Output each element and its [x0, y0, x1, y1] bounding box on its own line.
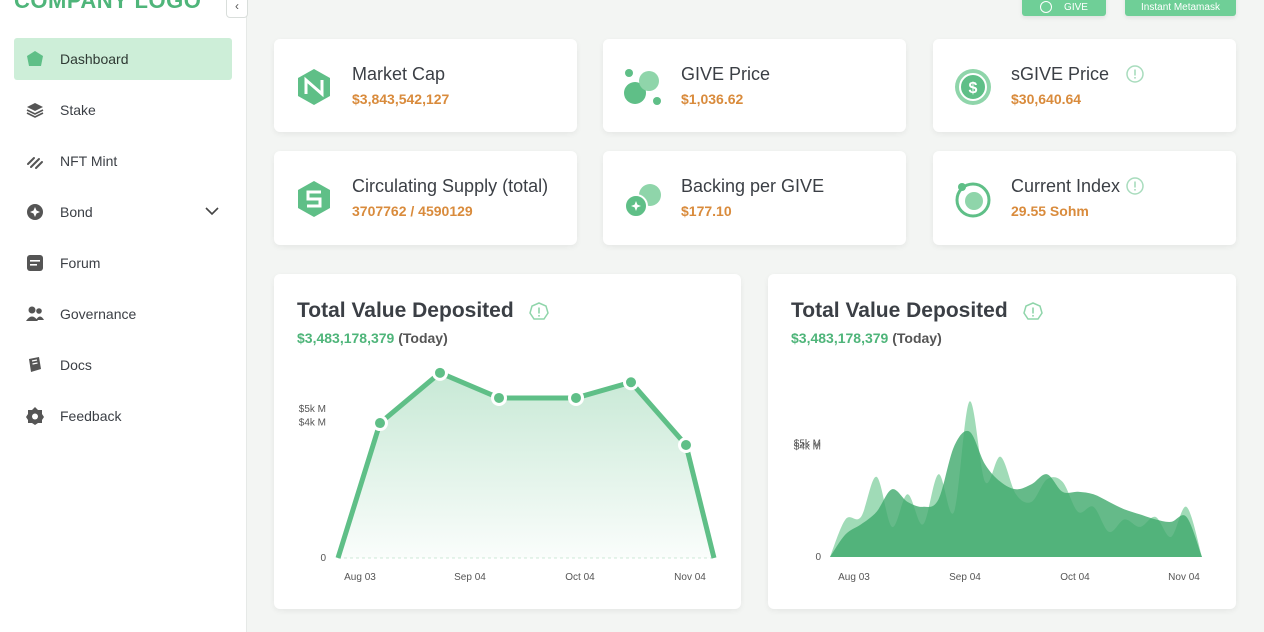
sidebar-item-feedback[interactable]: Feedback [14, 395, 232, 437]
bond-icon [24, 201, 46, 223]
chart-title: Total Value Deposited [297, 299, 514, 322]
data-point[interactable] [435, 367, 445, 378]
sidebar-item-bond[interactable]: Bond [14, 191, 232, 233]
data-point[interactable] [494, 392, 504, 403]
users-icon [24, 303, 46, 325]
stat-value: 3707762 / 4590129 [352, 203, 473, 219]
stat-title: sGIVE Price [1011, 64, 1110, 84]
sidebar-item-docs[interactable]: Docs [14, 344, 232, 386]
sidebar-item-label: Feedback [60, 408, 122, 424]
sidebar-item-governance[interactable]: Governance [14, 293, 232, 335]
info-icon[interactable] [1126, 65, 1144, 83]
series-line [335, 370, 717, 559]
x-tick-label: Sep 04 [454, 572, 486, 583]
data-point[interactable] [571, 392, 581, 403]
line-chart: $5k M $4k M 0 Aug 03 Sep 04 Oct 04 Nov 04 [299, 364, 717, 583]
chart-card-tvd-line: Total Value Deposited $3,483,178,379 (To… [274, 274, 741, 609]
docs-icon [24, 354, 46, 376]
index-icon [953, 179, 993, 219]
give-button-label: GIVE [1064, 1, 1088, 13]
sidebar-item-nft-mint[interactable]: NFT Mint [14, 140, 232, 182]
sidebar-item-label: Governance [60, 306, 137, 322]
info-icon[interactable] [1126, 177, 1144, 195]
sidebar-item-label: NFT Mint [60, 153, 118, 169]
chart-subtitle: $3,483,178,379 (Today) [791, 330, 942, 346]
sidebar-item-forum[interactable]: Forum [14, 242, 232, 284]
metamask-button-label: Instant Metamask [1141, 1, 1220, 13]
stat-card-sgive-price: $ sGIVE Price $30,640.64 [933, 39, 1236, 132]
stat-value: $30,640.64 [1011, 91, 1082, 107]
x-tick-label: Oct 04 [1060, 572, 1090, 583]
chart-suffix: (Today) [394, 330, 448, 346]
sidebar-item-label: Stake [60, 102, 96, 118]
svg-text:$: $ [969, 80, 978, 97]
market-cap-icon [294, 67, 334, 107]
stack-icon [24, 99, 46, 121]
chevron-left-icon: ‹ [235, 0, 239, 13]
stat-value: $177.10 [681, 203, 732, 219]
info-icon [1040, 1, 1053, 13]
stat-card-current-index: Current Index 29.55 Sohm [933, 151, 1236, 245]
x-tick-label: Nov 04 [1168, 572, 1200, 583]
y-tick-label: 0 [320, 553, 326, 564]
sidebar-item-dashboard[interactable]: Dashboard [14, 38, 232, 80]
y-tick-label: 0 [815, 552, 821, 563]
chart-title: Total Value Deposited [791, 299, 1008, 322]
stat-title: Market Cap [352, 64, 446, 84]
stat-value: $1,036.62 [681, 91, 744, 107]
info-icon[interactable] [1023, 302, 1043, 320]
chart-subtitle: $3,483,178,379 (Today) [297, 330, 448, 346]
dollar-coin-icon: $ [953, 67, 993, 107]
sidebar-item-label: Dashboard [60, 51, 129, 67]
area-fill [338, 372, 714, 558]
area-chart: $5k M$4k M 0 Aug 03 Sep 04 Oct 04 Nov 04 [794, 401, 1202, 583]
stat-value: $3,843,542,127 [352, 91, 450, 107]
supply-icon [294, 179, 334, 219]
collapse-sidebar-button[interactable]: ‹ [226, 0, 248, 18]
give-price-icon [623, 67, 663, 107]
feedback-icon [24, 405, 46, 427]
sidebar: COMPANY LOGO ‹ Dashboard Stake NFT Mint [0, 0, 248, 632]
x-tick-label: Aug 03 [838, 572, 870, 583]
stat-title: Circulating Supply (total) [352, 176, 549, 196]
company-logo[interactable]: COMPANY LOGO [14, 0, 202, 13]
chart-amount: $3,483,178,379 [297, 330, 395, 346]
y-tick-label: $5k M [794, 439, 821, 450]
stat-title: Current Index [1011, 176, 1121, 196]
nft-icon [24, 150, 46, 172]
stat-card-give-price: GIVE Price $1,036.62 [603, 39, 906, 132]
y-tick-label: $4k M [794, 442, 821, 453]
chevron-down-icon[interactable] [204, 203, 220, 222]
x-tick-label: Oct 04 [565, 572, 595, 583]
info-icon[interactable] [529, 302, 549, 320]
stat-value: 29.55 Sohm [1011, 203, 1089, 219]
y-tick-label: $5k M [299, 404, 326, 415]
chart-amount: $3,483,178,379 [791, 330, 889, 346]
y-tick-label: $4k M [299, 417, 326, 428]
area-series-2 [830, 430, 1202, 557]
sidebar-item-stake[interactable]: Stake [14, 89, 232, 131]
x-tick-label: Aug 03 [344, 572, 376, 583]
x-tick-label: Sep 04 [949, 572, 981, 583]
backing-icon [623, 179, 663, 219]
stat-title: Backing per GIVE [681, 176, 825, 196]
stat-card-backing-per-give: Backing per GIVE $177.10 [603, 151, 906, 245]
data-point[interactable] [626, 377, 636, 388]
sidebar-nav: Dashboard Stake NFT Mint Bond [14, 38, 232, 446]
stat-card-market-cap: Market Cap $3,843,542,127 [274, 39, 577, 132]
chart-card-tvd-area: Total Value Deposited $3,483,178,379 (To… [768, 274, 1236, 609]
stat-card-circulating-supply: Circulating Supply (total) 3707762 / 459… [274, 151, 577, 245]
instant-metamask-button[interactable]: Instant Metamask [1125, 0, 1236, 16]
sidebar-item-label: Docs [60, 357, 92, 373]
data-point[interactable] [681, 440, 691, 451]
dashboard-icon [24, 48, 46, 70]
sidebar-item-label: Bond [60, 204, 93, 220]
forum-icon [24, 252, 46, 274]
give-button[interactable]: GIVE [1022, 0, 1106, 16]
data-point[interactable] [375, 418, 385, 429]
chart-suffix: (Today) [888, 330, 942, 346]
sidebar-item-label: Forum [60, 255, 101, 271]
x-tick-label: Nov 04 [674, 572, 706, 583]
stat-title: GIVE Price [681, 64, 771, 84]
